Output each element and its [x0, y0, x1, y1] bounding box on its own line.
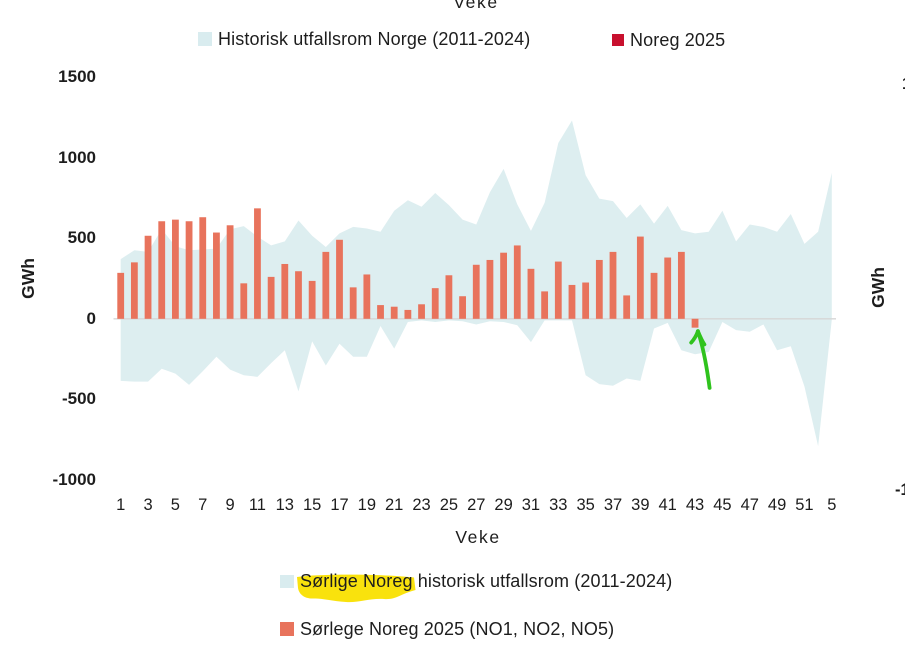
bar-week-34: [568, 284, 576, 319]
bar-week-3: [144, 235, 152, 319]
x-tick-41: 41: [658, 496, 677, 514]
bar-week-43: [691, 318, 699, 328]
right-y-axis-title: GWh: [867, 267, 888, 308]
bar-week-32: [541, 291, 549, 319]
bar-week-7: [199, 217, 207, 319]
bar-week-13: [281, 263, 289, 319]
x-tick-53: 5: [827, 496, 837, 514]
x-tick-33: 33: [549, 496, 568, 514]
x-tick-19: 19: [357, 496, 377, 514]
y-tick-1000: 1000: [58, 147, 96, 167]
y-tick-1500: 1500: [58, 66, 96, 86]
x-tick-21: 21: [385, 496, 404, 514]
bar-week-22: [404, 309, 412, 319]
bar-week-17: [336, 239, 343, 319]
soerlege-2025-legend-swatch: [280, 622, 294, 636]
x-tick-3: 3: [143, 496, 153, 514]
x-tick-47: 47: [740, 496, 759, 514]
bar-week-38: [623, 295, 631, 319]
bar-week-6: [185, 221, 193, 319]
bar-week-27: [472, 264, 480, 319]
bottom-legend-label-bar: Sørlege Noreg 2025 (NO1, NO2, NO5): [300, 619, 615, 639]
x-tick-45: 45: [713, 496, 732, 514]
x-tick-35: 35: [576, 496, 595, 514]
top-legend-label-bar: Noreg 2025: [630, 30, 726, 50]
band-legend-swatch: [198, 32, 212, 46]
bar-week-10: [240, 283, 248, 319]
x-tick-5: 5: [170, 496, 180, 514]
y-tick--500: -500: [61, 389, 96, 409]
bar-week-21: [390, 306, 398, 319]
right-edge-clipped-tick-1500: 1500: [902, 76, 905, 93]
bar-week-26: [459, 296, 466, 319]
bar-week-29: [500, 252, 507, 319]
bar-week-28: [486, 259, 494, 319]
y-tick--1000: -1000: [52, 470, 96, 490]
bar-week-36: [595, 259, 603, 319]
x-tick-9: 9: [225, 496, 235, 514]
right-edge-clipped-tick--1000: -1000: [895, 481, 905, 499]
yellow-highlight-annotation: [297, 574, 416, 603]
bar-week-9: [226, 225, 234, 319]
bottom-legend-item-bar: Sørlege Noreg 2025 (NO1, NO2, NO5): [280, 619, 614, 639]
bottom-legend-label-band: Sørlige Noreg historisk utfallsrom (2011…: [300, 571, 673, 591]
bar-week-2: [130, 262, 138, 319]
bar-week-5: [172, 219, 179, 319]
bar-week-24: [431, 288, 439, 319]
x-tick-31: 31: [521, 496, 541, 514]
green-arrow-annotation: [689, 329, 712, 390]
bar-week-16: [322, 251, 330, 319]
bar-week-18: [349, 287, 357, 319]
x-tick-23: 23: [412, 496, 431, 514]
x-tick-51: 51: [795, 496, 814, 514]
soerlige-band-legend-swatch: [280, 574, 294, 588]
bar-week-39: [636, 236, 644, 319]
bar-week-1: [117, 272, 125, 319]
x-tick-17: 17: [330, 496, 349, 514]
x-tick-43: 43: [685, 496, 705, 514]
clipped-top-axis-title: Veke: [453, 0, 499, 12]
bar-week-35: [582, 282, 590, 319]
bar-week-40: [650, 272, 658, 319]
x-tick-11: 11: [248, 496, 266, 514]
bar-week-31: [527, 268, 535, 319]
left-y-axis-title: GWh: [17, 258, 38, 299]
x-tick-27: 27: [467, 496, 486, 514]
x-axis-title: Veke: [455, 527, 501, 547]
x-tick-37: 37: [603, 496, 623, 514]
bars-2025: [117, 208, 699, 328]
x-tick-1: 1: [116, 496, 126, 514]
bar-week-15: [308, 280, 316, 319]
noreg-2025-legend-swatch: [612, 34, 624, 46]
bar-week-41: [664, 257, 672, 319]
bottom-legend-item-band: Sørlige Noreg historisk utfallsrom (2011…: [280, 571, 672, 591]
x-tick-25: 25: [439, 496, 459, 514]
bar-week-42: [677, 251, 685, 319]
bar-week-23: [418, 304, 425, 319]
top-legend-label-band: Historisk utfallsrom Norge (2011-2024): [218, 29, 531, 49]
bar-week-4: [158, 221, 166, 319]
x-tick-7: 7: [198, 496, 208, 514]
y-tick-500: 500: [67, 228, 96, 248]
bar-week-33: [554, 261, 562, 319]
bar-week-20: [377, 305, 384, 319]
x-tick-49: 49: [767, 496, 787, 514]
y-tick-0: 0: [86, 308, 96, 328]
x-tick-15: 15: [302, 496, 322, 514]
bar-week-14: [295, 271, 302, 319]
top-legend-item-band: Historisk utfallsrom Norge (2011-2024): [198, 29, 530, 49]
bar-week-19: [363, 274, 371, 319]
bar-week-11: [254, 208, 261, 319]
bar-week-30: [513, 245, 521, 319]
top-legend-item-bar: Noreg 2025: [612, 30, 725, 50]
bar-week-37: [609, 251, 617, 319]
bar-week-12: [267, 276, 275, 319]
x-tick-13: 13: [275, 496, 294, 514]
bar-week-25: [445, 275, 453, 319]
x-tick-39: 39: [631, 496, 650, 514]
bar-week-8: [213, 232, 220, 319]
x-tick-29: 29: [494, 496, 513, 514]
